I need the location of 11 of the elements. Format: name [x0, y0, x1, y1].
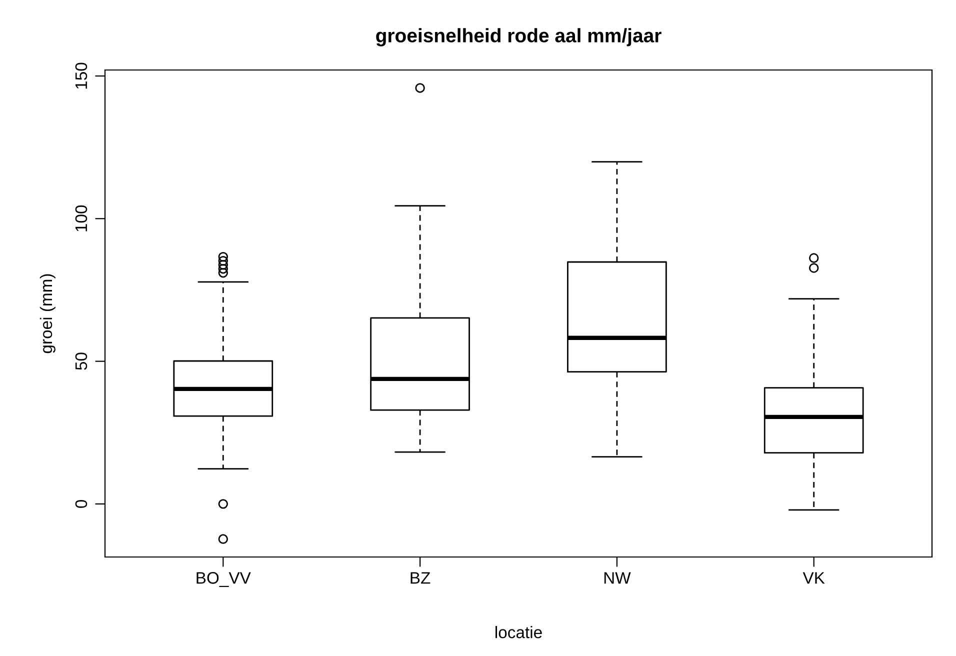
x-tick-label: BO_VV — [196, 572, 251, 587]
y-tick-label: 0 — [75, 500, 88, 508]
chart-title: groeisnelheid rode aal mm/jaar — [376, 28, 662, 46]
x-axis-title: locatie — [496, 626, 542, 638]
y-tick-label: 100 — [75, 205, 88, 232]
x-tick-label: VK — [802, 572, 825, 584]
x-tick-label: NW — [604, 572, 631, 584]
y-tick-label: 150 — [75, 62, 88, 89]
x-tick-label: BZ — [410, 572, 430, 584]
y-axis-title: groei (mm) — [40, 274, 56, 354]
y-tick-label: 50 — [75, 352, 88, 370]
